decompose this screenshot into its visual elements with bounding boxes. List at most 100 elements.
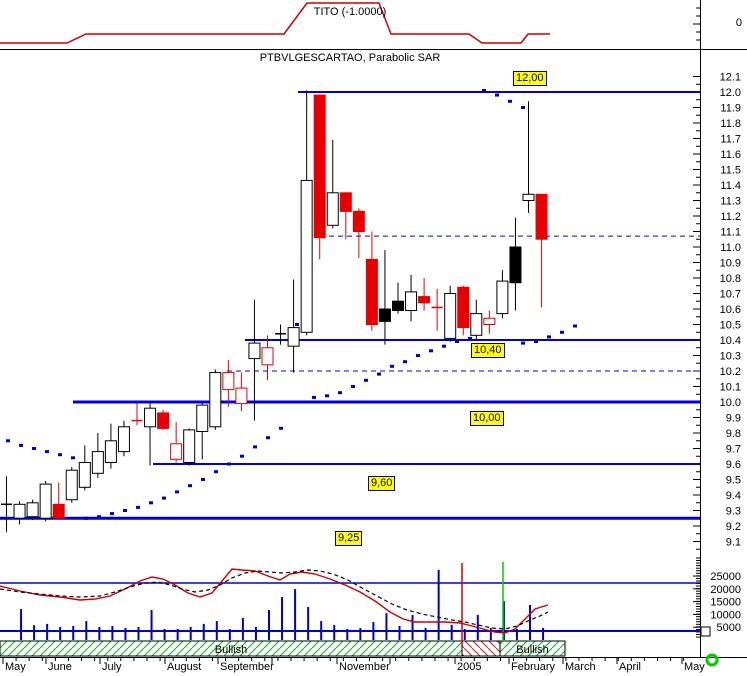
candle-body (300, 179, 313, 333)
sar-dot (84, 516, 88, 520)
candle-body (392, 300, 404, 312)
candle-body (378, 308, 391, 322)
sar-dot (482, 89, 486, 92)
sar-dot (312, 395, 316, 399)
sar-dot (429, 349, 433, 353)
candle-body (144, 407, 157, 428)
candle-body (157, 412, 170, 429)
month-label: September (220, 661, 274, 673)
candle-body (39, 483, 52, 519)
sar-dot (325, 394, 329, 398)
volume-axis-label: 5000 (717, 622, 741, 634)
signal-line (0, 569, 549, 630)
trend-band-label: Bullish (516, 644, 548, 656)
candle-body (483, 317, 496, 325)
sar-dot (455, 340, 459, 343)
month-label: May (684, 661, 705, 673)
candle-body (104, 440, 117, 463)
price-axis-label: 11.5 (720, 165, 741, 177)
sar-dot (188, 484, 192, 488)
sar-dot (442, 344, 446, 348)
sar-dot (97, 515, 101, 519)
candle-body (405, 291, 418, 311)
candle-body (248, 342, 261, 360)
price-level-tag: 12,00 (513, 71, 547, 86)
sar-dot (495, 93, 499, 97)
price-axis-label: 9.3 (726, 506, 741, 518)
price-axis-label: 11.8 (720, 118, 741, 130)
candle-body (117, 426, 130, 453)
sar-dot (416, 354, 420, 357)
candle-body (444, 293, 457, 339)
month-label: May (5, 661, 26, 673)
sar-dot (279, 426, 283, 430)
month-label: March (565, 661, 596, 673)
price-axis-label: 10.3 (720, 351, 741, 363)
sar-dot (201, 478, 205, 481)
candle-body (235, 387, 248, 405)
price-axis-label: 9.4 (726, 490, 741, 502)
price-axis-label: 9.9 (726, 413, 741, 425)
volume-axis-label: 20000 (710, 584, 741, 596)
sar-dot (6, 439, 10, 443)
candle-body (457, 286, 470, 329)
price-axis-label: 9.6 (726, 459, 741, 471)
month-label: August (167, 661, 201, 673)
sar-dot (377, 372, 381, 376)
sar-dot (521, 341, 525, 345)
sar-dot (266, 436, 270, 440)
month-label: February (511, 661, 556, 673)
price-level-tag: 10,00 (470, 411, 504, 426)
price-axis-label: 10.2 (720, 366, 741, 378)
sar-dot (123, 509, 127, 512)
candle-body (287, 327, 300, 347)
trend-band-label: Bullish (215, 644, 247, 656)
trend-band-red (461, 640, 501, 657)
candle-body (13, 503, 26, 519)
sar-dot (560, 330, 564, 334)
price-axis-label: 9.7 (726, 444, 741, 456)
price-axis-label: 10.0 (720, 397, 741, 409)
sar-dot (468, 336, 472, 340)
candle-body (78, 462, 91, 488)
sar-dot (162, 496, 166, 500)
price-axis-label: 11.3 (720, 196, 741, 208)
candle-body (535, 193, 548, 240)
price-axis-label: 11.0 (720, 242, 741, 254)
candle-body (196, 404, 209, 433)
price-axis-label: 10.7 (720, 289, 741, 301)
candle-body (326, 192, 339, 226)
month-label: April (619, 661, 641, 673)
month-label: June (48, 661, 72, 673)
month-label: July (102, 661, 122, 673)
status-indicator-icon (705, 653, 719, 667)
sar-dot (110, 512, 114, 516)
price-axis-label: 9.5 (726, 475, 741, 487)
price-axis-label: 10.6 (720, 304, 741, 316)
price-axis-label: 10.9 (720, 258, 741, 270)
axis-grip[interactable] (700, 626, 711, 637)
price-axis-label: 11.2 (720, 211, 741, 223)
sar-dot (71, 456, 75, 460)
price-axis-label: 12.1 (720, 72, 741, 84)
price-axis-label: 11.1 (720, 227, 741, 239)
sar-dot (136, 505, 140, 509)
candle-body (365, 258, 378, 325)
candle-body (183, 429, 196, 463)
sar-dot (521, 106, 525, 109)
price-level-tag: 10,40 (471, 343, 505, 358)
chart-title: PTBVLGESCARTAO, Parabolic SAR (259, 52, 441, 64)
month-label: 2005 (457, 661, 481, 673)
sar-dot (45, 450, 49, 454)
sar-dot (32, 447, 36, 450)
indicator-title: TITO (-1.0000) (313, 6, 387, 18)
macd-line (0, 568, 549, 634)
candle-body (470, 313, 483, 336)
candle-body (170, 443, 183, 460)
sar-dot (227, 462, 231, 466)
price-axis-label: 10.4 (720, 335, 741, 347)
candle-body (496, 280, 509, 315)
price-axis-label: 10.8 (720, 273, 741, 285)
sar-dot (214, 470, 218, 474)
